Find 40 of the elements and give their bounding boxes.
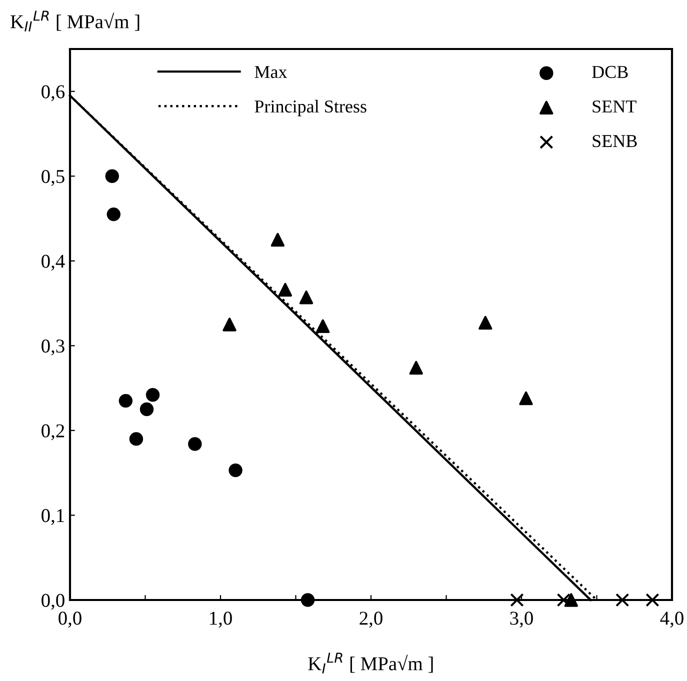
legend-label: SENB <box>592 135 637 148</box>
point <box>270 232 285 247</box>
point <box>228 463 242 478</box>
y-axis-title: K$_{II}$$^{LR}$ [ MPa√m ] <box>10 10 140 32</box>
legend-label: SENT <box>592 100 636 113</box>
y-tick-label: 0,1 <box>42 509 64 525</box>
legend-label: Max <box>254 66 288 78</box>
point <box>556 593 570 607</box>
x-tick-label: 2,0 <box>360 612 382 628</box>
y-tick-label: 0,3 <box>42 340 64 356</box>
point <box>646 593 660 607</box>
x-tick-label: 3,0 <box>510 612 533 628</box>
legend-label: DCB <box>592 66 628 78</box>
x-tick-label: 1,0 <box>210 612 232 628</box>
point <box>519 391 533 406</box>
y-tick-label: 0,5 <box>42 170 64 186</box>
y-tick-label: 0,2 <box>42 424 64 440</box>
x-axis-title: K$_{I}$$^{LR}$ [ MPa√m ] <box>308 652 433 674</box>
point <box>222 318 236 332</box>
point <box>510 593 524 607</box>
point <box>278 282 292 297</box>
point <box>105 169 119 184</box>
point <box>409 360 424 375</box>
x-tick-label: 4,0 <box>660 612 684 628</box>
point <box>300 593 315 607</box>
legend-label: Principal Stress <box>254 100 366 116</box>
point <box>615 593 630 607</box>
point <box>106 207 120 222</box>
point <box>478 316 492 330</box>
point <box>129 432 144 446</box>
y-tick-label: 0,6 <box>42 85 65 102</box>
point <box>299 290 314 304</box>
y-tick-label: 0,4 <box>42 254 65 271</box>
point <box>316 319 330 334</box>
point <box>188 437 202 451</box>
point <box>140 402 154 416</box>
point <box>146 388 160 402</box>
point <box>118 394 133 408</box>
y-tick-label: 0,0 <box>42 594 64 610</box>
x-tick-label: 0,0 <box>58 612 82 628</box>
